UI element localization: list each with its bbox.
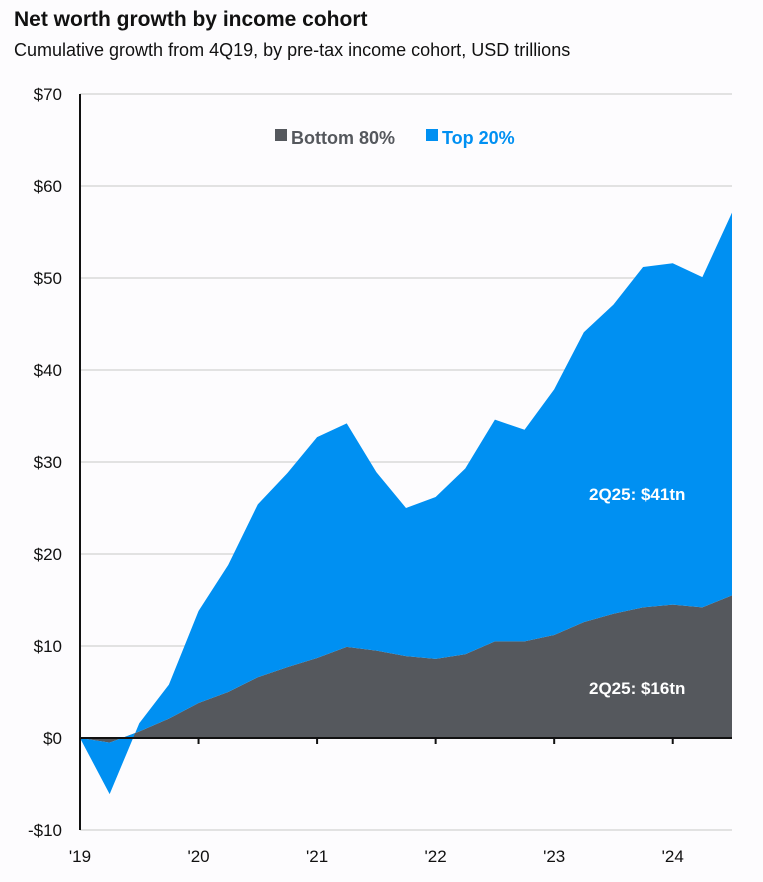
y-tick-label: $70 — [34, 85, 62, 104]
y-tick-label: $10 — [34, 637, 62, 656]
x-tick-label: '23 — [543, 847, 565, 866]
y-tick-label: $30 — [34, 453, 62, 472]
x-tick-label: '20 — [187, 847, 209, 866]
y-tick-label: -$10 — [28, 821, 62, 840]
y-tick-label: $0 — [43, 729, 62, 748]
x-tick-label: '24 — [662, 847, 684, 866]
y-tick-label: $60 — [34, 177, 62, 196]
x-tick-label: '19 — [69, 847, 91, 866]
annotation-bottom-80: 2Q25: $16tn — [589, 679, 685, 698]
x-tick-label: '21 — [306, 847, 328, 866]
legend-label-top-20: Top 20% — [442, 128, 515, 148]
area-bottom-80- — [80, 595, 732, 743]
y-tick-label: $20 — [34, 545, 62, 564]
y-tick-label: $50 — [34, 269, 62, 288]
chart-title: Net worth growth by income cohort — [14, 8, 368, 31]
legend-swatch-bottom-80 — [275, 129, 287, 141]
annotation-top-20: 2Q25: $41tn — [589, 485, 685, 504]
legend-label-bottom-80: Bottom 80% — [291, 128, 395, 148]
x-tick-label: '22 — [425, 847, 447, 866]
legend-swatch-top-20 — [426, 129, 438, 141]
y-tick-label: $40 — [34, 361, 62, 380]
area-top-20- — [80, 212, 732, 795]
chart-subtitle: Cumulative growth from 4Q19, by pre-tax … — [14, 40, 571, 60]
legend: Bottom 80% Top 20% — [275, 128, 515, 148]
